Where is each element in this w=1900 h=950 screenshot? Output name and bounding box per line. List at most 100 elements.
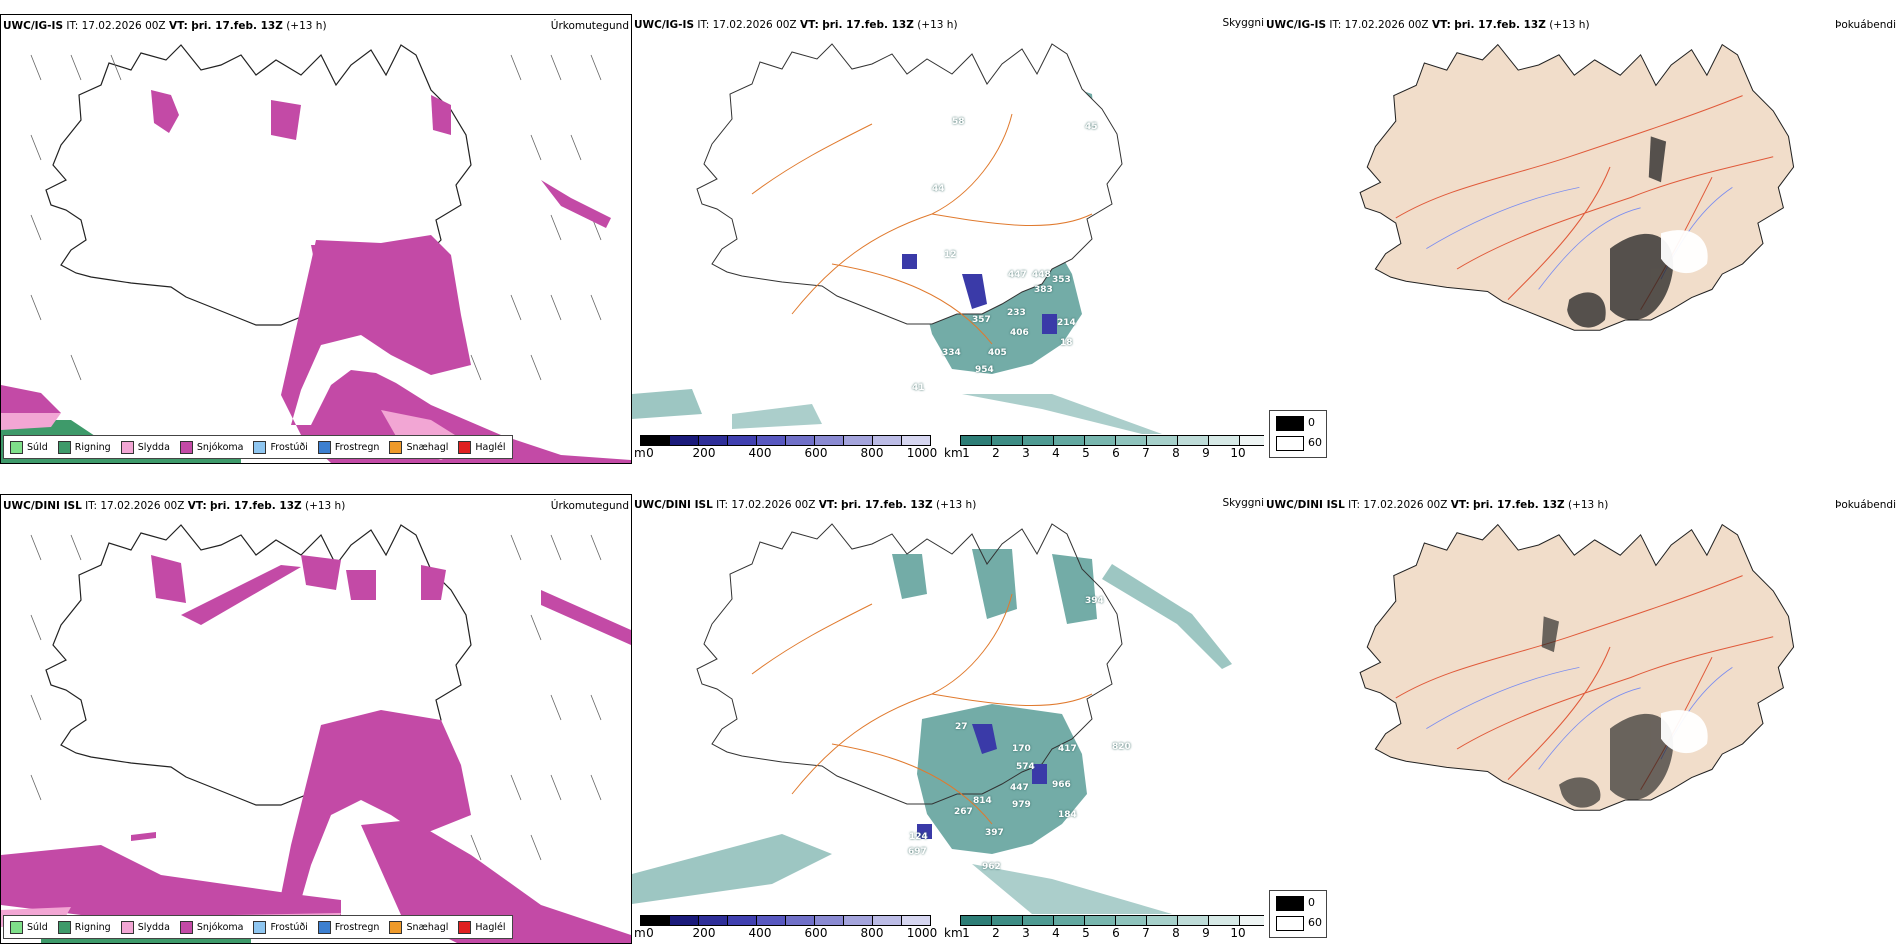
panel-header-model: UWC/DINI ISL xyxy=(634,499,713,511)
panel-header-model: UWC/IG-IS xyxy=(1266,19,1327,31)
visibility-tick: 5 xyxy=(1082,446,1090,460)
fog-swatch xyxy=(1276,416,1304,431)
panel-name: Skyggni xyxy=(1222,17,1265,29)
legend-item: Frostregn xyxy=(317,920,379,934)
panel-header-vt: þri. 17.feb. 13Z xyxy=(1454,19,1546,31)
cloud-base-label: 447 xyxy=(1008,270,1027,280)
cloud-base-tick: 0 xyxy=(646,926,654,940)
cloud-base-tick: 1000 xyxy=(906,926,938,940)
legend-swatch xyxy=(458,920,472,934)
fog-legend-label: 0 xyxy=(1308,416,1315,429)
panel-name: Þokuábendi xyxy=(1835,19,1896,31)
cloud-base-label: 45 xyxy=(1085,122,1098,132)
fog-panel-top: UWC/IG-IS IT: 17.02.2026 00Z VT: þri. 17… xyxy=(1264,14,1900,464)
cloud-base-colorbar xyxy=(640,915,931,926)
visibility-tick: 10 xyxy=(1230,446,1246,460)
cloud-base-label: 966 xyxy=(1052,780,1071,790)
cloud-base-label: 962 xyxy=(982,862,1001,872)
fog-map-top xyxy=(1359,44,1795,331)
cloud-base-label: 334 xyxy=(942,348,961,358)
visibility-panel-top: UWC/IG-IS IT: 17.02.2026 00Z VT: þri. 17… xyxy=(632,14,1271,464)
panel-header-vt-label: VT: xyxy=(1450,499,1470,511)
cloud-base-label: 383 xyxy=(1034,285,1053,295)
legend-item: Frostúði xyxy=(253,440,308,454)
legend-swatch xyxy=(253,920,267,934)
panel-header-lead: (+13 h) xyxy=(304,500,346,512)
precip-panel-bottom: UWC/DINI ISL IT: 17.02.2026 00Z VT: þri.… xyxy=(0,494,632,944)
fog-legend-label: 60 xyxy=(1308,436,1322,449)
legend-swatch xyxy=(389,440,403,454)
panel-header-vt-label: VT: xyxy=(187,500,207,512)
cloud-base-label: 124 xyxy=(909,832,928,842)
visibility-tick: 2 xyxy=(992,446,1000,460)
legend-item: Rigning xyxy=(57,440,111,454)
precip-panel-top: UWC/IG-IS IT: 17.02.2026 00Z VT: þri. 17… xyxy=(0,14,632,464)
cloud-base-label: 58 xyxy=(952,117,965,127)
fog-swatch xyxy=(1276,916,1304,931)
visibility-tick: 2 xyxy=(992,926,1000,940)
cloud-base-label: 954 xyxy=(975,365,994,375)
panel-header-model: UWC/IG-IS xyxy=(634,19,695,31)
panel-header-it-label: IT: xyxy=(716,499,729,511)
panel-header-it: 17.02.2026 00Z xyxy=(100,500,185,512)
legend-swatch xyxy=(10,440,23,454)
panel-name: Skyggni xyxy=(1222,497,1265,509)
cloud-base-label: 353 xyxy=(1052,275,1071,285)
cloud-base-label: 397 xyxy=(985,828,1004,838)
legend-item: Frostúði xyxy=(253,920,308,934)
visibility-map-bottom xyxy=(632,523,1232,914)
panel-header-lead: (+13 h) xyxy=(917,19,958,31)
visibility-tick: 8 xyxy=(1172,926,1180,940)
visibility-tick: 7 xyxy=(1142,926,1150,940)
panel-header-lead: (+13 h) xyxy=(286,20,327,32)
cloud-base-label: 820 xyxy=(1112,742,1131,752)
legend-swatch xyxy=(317,920,331,934)
panel-header-lead: (+13 h) xyxy=(1549,19,1590,31)
cloud-base-tick: 600 xyxy=(804,926,828,940)
fog-legend-label: 0 xyxy=(1308,896,1315,909)
legend-swatch xyxy=(179,920,193,934)
panel-header-it: 17.02.2026 00Z xyxy=(81,20,166,32)
panel-header-vt: þri. 17.feb. 13Z xyxy=(210,500,302,512)
visibility-tick: 5 xyxy=(1082,926,1090,940)
panel-name: Úrkomutegund xyxy=(550,500,629,512)
cloud-base-label: 814 xyxy=(973,796,992,806)
fog-panel-bottom: UWC/DINI ISL IT: 17.02.2026 00Z VT: þri.… xyxy=(1264,494,1900,944)
visibility-tick: 4 xyxy=(1052,446,1060,460)
visibility-tick: 8 xyxy=(1172,446,1180,460)
panel-header-vt: þri. 17.feb. 13Z xyxy=(841,499,933,511)
visibility-tick: 10 xyxy=(1230,926,1246,940)
cloud-base-tick: 800 xyxy=(860,446,884,460)
fog-map-bottom xyxy=(1359,524,1795,811)
panel-header-vt: þri. 17.feb. 13Z xyxy=(191,20,283,32)
legend-item: Frostregn xyxy=(317,440,379,454)
panel-header-model: UWC/IG-IS xyxy=(3,20,64,32)
precip-map-bottom xyxy=(1,524,631,943)
panel-header-it: 17.02.2026 00Z xyxy=(1344,19,1429,31)
cloud-base-unit: m xyxy=(634,446,646,460)
panel-header-it-label: IT: xyxy=(66,20,79,32)
panel-header-vt-label: VT: xyxy=(818,499,838,511)
cloud-base-label: 574 xyxy=(1016,762,1035,772)
cloud-base-label: 406 xyxy=(1010,328,1029,338)
cloud-base-label: 357 xyxy=(972,315,991,325)
cloud-base-label: 417 xyxy=(1058,744,1077,754)
visibility-unit: km xyxy=(944,926,963,940)
fog-swatch xyxy=(1276,436,1304,451)
legend-item: Snjókoma xyxy=(179,920,243,934)
visibility-colorbar xyxy=(960,915,1271,926)
legend-swatch xyxy=(458,440,472,454)
cloud-base-label: 44 xyxy=(932,184,945,194)
cloud-base-label: 697 xyxy=(908,847,927,857)
cloud-base-label: 18 xyxy=(1060,338,1073,348)
visibility-tick: 3 xyxy=(1022,926,1030,940)
cloud-base-label: 214 xyxy=(1057,318,1076,328)
cloud-base-label: 170 xyxy=(1012,744,1031,754)
panel-header-lead: (+13 h) xyxy=(1567,499,1609,511)
legend-item: Snæhagl xyxy=(389,920,448,934)
legend-swatch xyxy=(10,920,23,934)
cloud-base-tick: 400 xyxy=(748,446,772,460)
legend-item: Slydda xyxy=(120,920,170,934)
fog-swatch xyxy=(1276,896,1304,911)
panel-header-model: UWC/DINI ISL xyxy=(1266,499,1345,511)
